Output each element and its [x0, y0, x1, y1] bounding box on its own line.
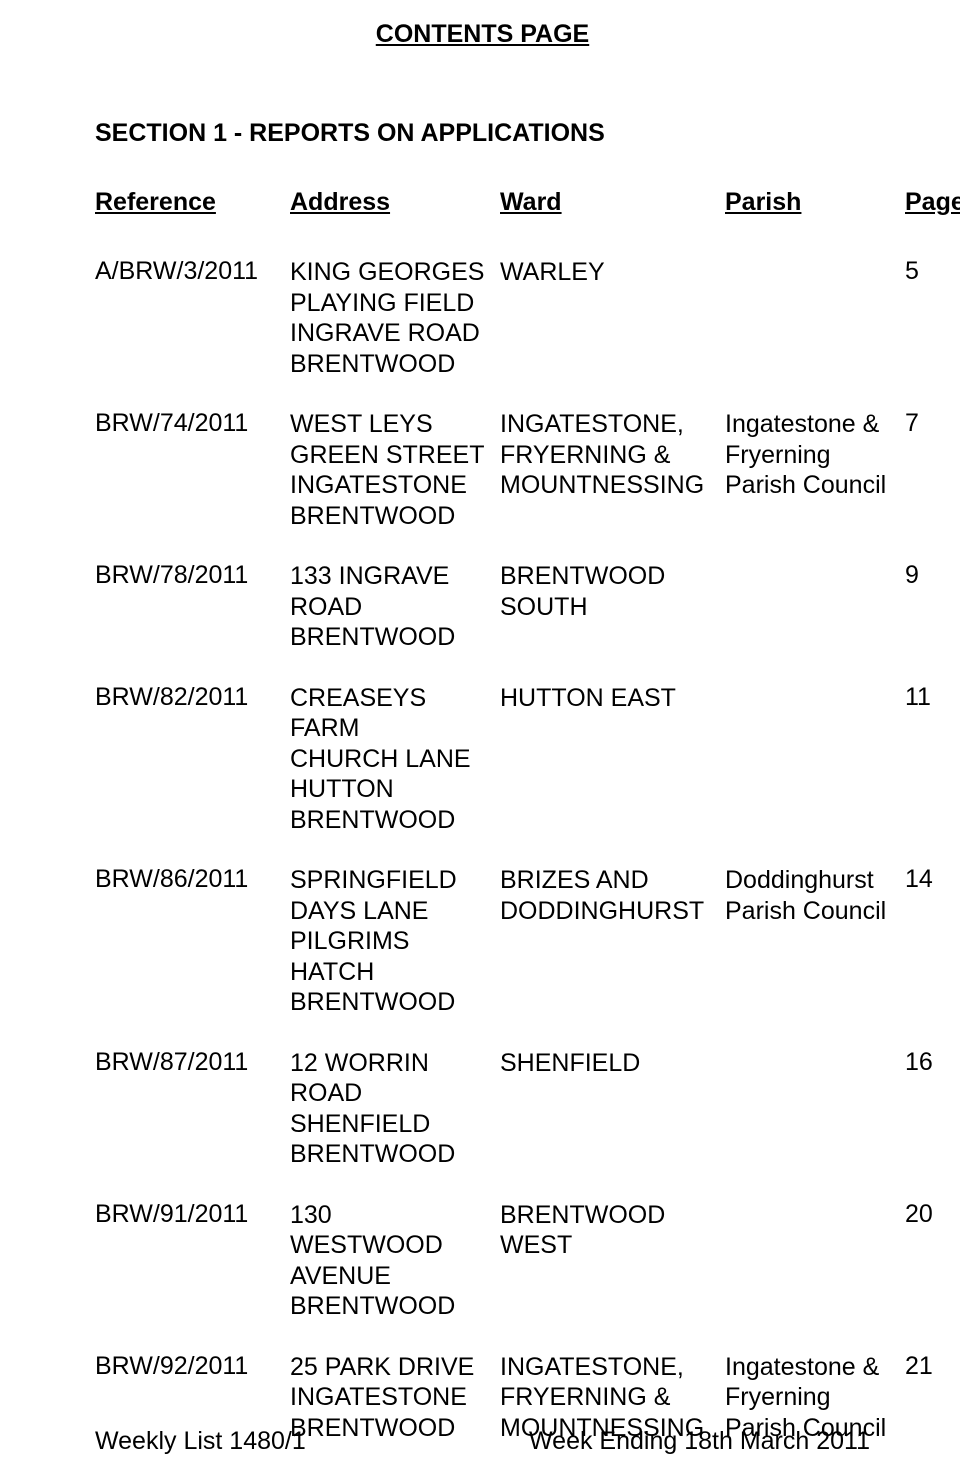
column-header-reference: Reference — [95, 188, 290, 217]
table-header-row: Reference Address Ward Parish Page — [95, 188, 870, 217]
section-heading: SECTION 1 - REPORTS ON APPLICATIONS — [95, 119, 870, 148]
table-row: BRW/78/2011133 INGRAVE ROAD BRENTWOODBRE… — [95, 561, 870, 653]
cell-reference: BRW/74/2011 — [95, 409, 290, 438]
cell-address: 12 WORRIN ROAD SHENFIELD BRENTWOOD — [290, 1048, 500, 1170]
cell-page: 16 — [905, 1048, 955, 1077]
cell-reference: BRW/91/2011 — [95, 1200, 290, 1229]
cell-ward: SHENFIELD — [500, 1048, 725, 1079]
cell-ward: BRIZES AND DODDINGHURST — [500, 865, 725, 926]
cell-reference: A/BRW/3/2011 — [95, 257, 290, 286]
cell-reference: BRW/92/2011 — [95, 1352, 290, 1381]
page-footer: Weekly List 1480/1 Week Ending 18th Marc… — [95, 1427, 870, 1456]
cell-ward: BRENTWOOD WEST — [500, 1200, 725, 1261]
cell-page: 7 — [905, 409, 955, 438]
cell-address: CREASEYS FARM CHURCH LANE HUTTON BRENTWO… — [290, 683, 500, 836]
cell-reference: BRW/87/2011 — [95, 1048, 290, 1077]
table-body: A/BRW/3/2011KING GEORGES PLAYING FIELD I… — [95, 257, 870, 1443]
column-header-page: Page — [905, 188, 955, 217]
cell-ward: HUTTON EAST — [500, 683, 725, 714]
cell-address: KING GEORGES PLAYING FIELD INGRAVE ROAD … — [290, 257, 500, 379]
cell-address: WEST LEYS GREEN STREET INGATESTONE BRENT… — [290, 409, 500, 531]
footer-right: Week Ending 18th March 2011 — [529, 1427, 870, 1456]
page-title: CONTENTS PAGE — [95, 20, 870, 49]
cell-address: SPRINGFIELD DAYS LANE PILGRIMS HATCH BRE… — [290, 865, 500, 1018]
cell-address: 133 INGRAVE ROAD BRENTWOOD — [290, 561, 500, 653]
cell-page: 5 — [905, 257, 955, 286]
cell-reference: BRW/86/2011 — [95, 865, 290, 894]
column-header-ward: Ward — [500, 188, 725, 217]
cell-page: 20 — [905, 1200, 955, 1229]
cell-page: 14 — [905, 865, 955, 894]
cell-page: 9 — [905, 561, 955, 590]
column-header-address: Address — [290, 188, 500, 217]
footer-left: Weekly List 1480/1 — [95, 1427, 306, 1456]
cell-ward: INGATESTONE, FRYERNING & MOUNTNESSING — [500, 409, 725, 501]
page-container: CONTENTS PAGE SECTION 1 - REPORTS ON APP… — [0, 0, 960, 1484]
cell-parish: Doddinghurst Parish Council — [725, 865, 905, 926]
table-row: BRW/86/2011SPRINGFIELD DAYS LANE PILGRIM… — [95, 865, 870, 1018]
table-row: BRW/74/2011WEST LEYS GREEN STREET INGATE… — [95, 409, 870, 531]
cell-ward: BRENTWOOD SOUTH — [500, 561, 725, 622]
cell-page: 21 — [905, 1352, 955, 1381]
table-row: BRW/82/2011CREASEYS FARM CHURCH LANE HUT… — [95, 683, 870, 836]
cell-address: 130 WESTWOOD AVENUE BRENTWOOD — [290, 1200, 500, 1322]
column-header-parish: Parish — [725, 188, 905, 217]
table-row: BRW/91/2011130 WESTWOOD AVENUE BRENTWOOD… — [95, 1200, 870, 1322]
table-row: BRW/87/201112 WORRIN ROAD SHENFIELD BREN… — [95, 1048, 870, 1170]
cell-reference: BRW/82/2011 — [95, 683, 290, 712]
table-row: A/BRW/3/2011KING GEORGES PLAYING FIELD I… — [95, 257, 870, 379]
cell-page: 11 — [905, 683, 955, 712]
cell-ward: WARLEY — [500, 257, 725, 288]
cell-parish: Ingatestone & Fryerning Parish Council — [725, 409, 905, 501]
cell-reference: BRW/78/2011 — [95, 561, 290, 590]
